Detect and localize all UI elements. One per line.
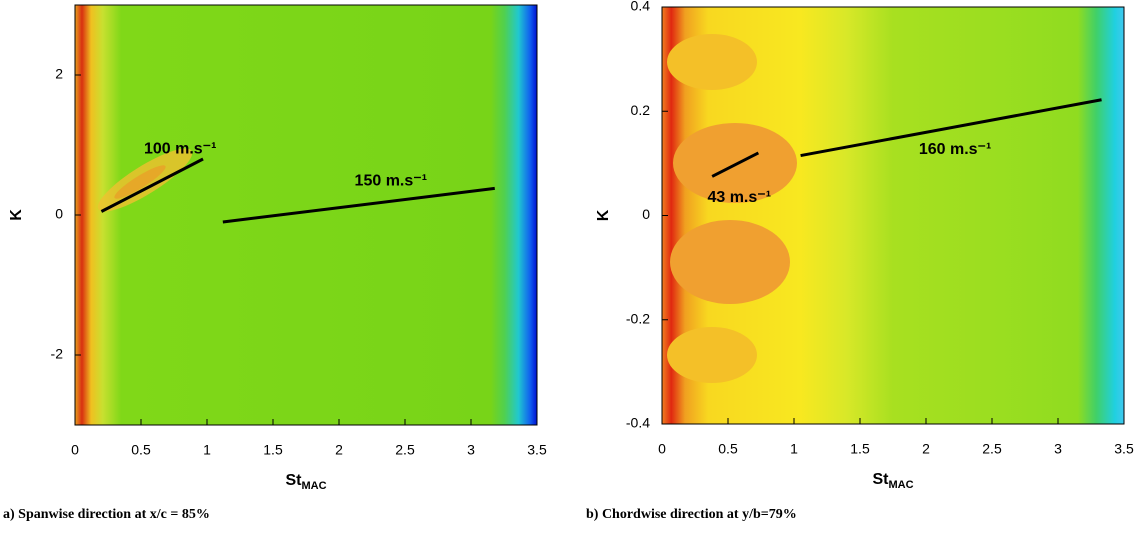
y-tick-label: 2 [55, 66, 63, 82]
y-axis-label: K [595, 209, 612, 221]
caption: a) Spanwise direction at x/c = 85% [3, 507, 210, 522]
contour-region [114, 165, 166, 199]
velocity-label: 100 m.s⁻¹ [144, 140, 216, 157]
x-tick-label: 1.5 [850, 441, 870, 457]
phase-velocity-line [100, 157, 204, 213]
velocity-label: 150 m.s⁻¹ [355, 172, 427, 189]
phase-velocity-line [800, 98, 1102, 158]
y-axis-label: K [8, 209, 25, 221]
phase-velocity-line [222, 186, 495, 224]
contour-region [673, 123, 797, 203]
caption: b) Chordwise direction at y/b=79% [586, 507, 797, 522]
y-tick-label: 0.4 [631, 0, 651, 14]
x-tick-label: 0 [658, 441, 666, 457]
y-tick-label: -0.4 [626, 415, 650, 431]
x-tick-label: 1 [203, 442, 211, 458]
x-tick-label: 3.5 [527, 442, 547, 458]
y-tick-label: 0.2 [631, 102, 651, 118]
x-axis-label-sub: MAC [888, 479, 913, 491]
y-tick-label: 0 [642, 206, 650, 222]
x-tick-label: 1.5 [263, 442, 283, 458]
x-tick-label: 3.5 [1114, 441, 1134, 457]
x-axis-label: StMAC [285, 472, 326, 492]
x-tick-label: 2.5 [395, 442, 415, 458]
x-axis-label-main: St [285, 472, 302, 489]
contour-region [670, 220, 790, 304]
x-tick-label: 1 [790, 441, 798, 457]
x-axis-label-sub: MAC [301, 480, 326, 492]
x-tick-label: 2 [335, 442, 343, 458]
y-tick-label: -0.2 [626, 310, 650, 326]
y-tick-label: -2 [51, 346, 64, 362]
phase-velocity-line [711, 151, 760, 178]
x-tick-label: 2.5 [982, 441, 1002, 457]
contour-field [75, 5, 537, 425]
panel-a: 0 0.5 1 1.5 2 2.5 3 3.5 -2 0 2 100 m.s⁻¹ 150 m.s⁻¹ St… [3, 4, 547, 522]
velocity-label: 160 m.s⁻¹ [919, 141, 991, 158]
x-tick-label: 2 [922, 441, 930, 457]
x-axis-label: StMAC [872, 471, 913, 491]
contour-region [667, 34, 757, 90]
x-tick-label: 3 [1054, 441, 1062, 457]
panel-b: 0 0.5 1 1.5 2 2.5 3 3.5 -0.4 -0.2 0 0.2 0.4 43 m.s⁻¹ 1… [586, 0, 1134, 522]
x-tick-label: 0.5 [131, 442, 151, 458]
y-tick-label: 0 [55, 206, 63, 222]
x-tick-label: 3 [467, 442, 475, 458]
x-axis-label-main: St [872, 471, 889, 488]
x-tick-label: 0 [71, 442, 79, 458]
contour-region [667, 327, 757, 383]
velocity-label: 43 m.s⁻¹ [707, 189, 771, 206]
x-tick-label: 0.5 [718, 441, 738, 457]
